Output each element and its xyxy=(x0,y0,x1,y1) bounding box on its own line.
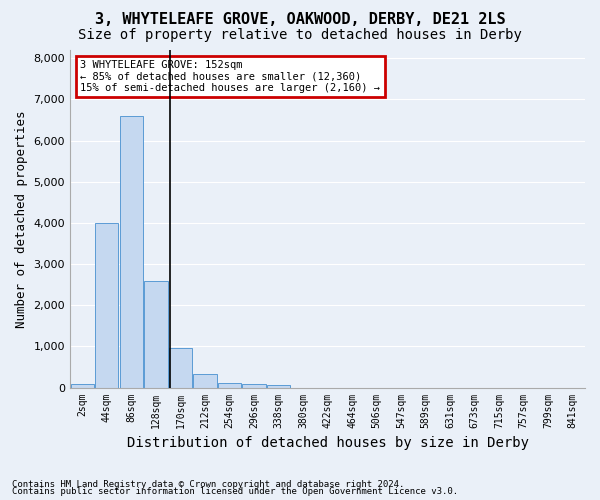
Text: Contains HM Land Registry data © Crown copyright and database right 2024.: Contains HM Land Registry data © Crown c… xyxy=(12,480,404,489)
Bar xyxy=(242,384,266,388)
Y-axis label: Number of detached properties: Number of detached properties xyxy=(15,110,28,328)
Bar xyxy=(267,386,290,388)
Bar xyxy=(71,384,94,388)
Bar xyxy=(144,280,167,388)
Bar xyxy=(119,116,143,388)
Bar xyxy=(193,374,217,388)
Text: Size of property relative to detached houses in Derby: Size of property relative to detached ho… xyxy=(78,28,522,42)
X-axis label: Distribution of detached houses by size in Derby: Distribution of detached houses by size … xyxy=(127,436,529,450)
Text: Contains public sector information licensed under the Open Government Licence v3: Contains public sector information licen… xyxy=(12,487,458,496)
Bar xyxy=(95,223,118,388)
Text: 3 WHYTELEAFE GROVE: 152sqm
← 85% of detached houses are smaller (12,360)
15% of : 3 WHYTELEAFE GROVE: 152sqm ← 85% of deta… xyxy=(80,60,380,94)
Text: 3, WHYTELEAFE GROVE, OAKWOOD, DERBY, DE21 2LS: 3, WHYTELEAFE GROVE, OAKWOOD, DERBY, DE2… xyxy=(95,12,505,28)
Bar xyxy=(169,348,192,388)
Bar xyxy=(218,383,241,388)
